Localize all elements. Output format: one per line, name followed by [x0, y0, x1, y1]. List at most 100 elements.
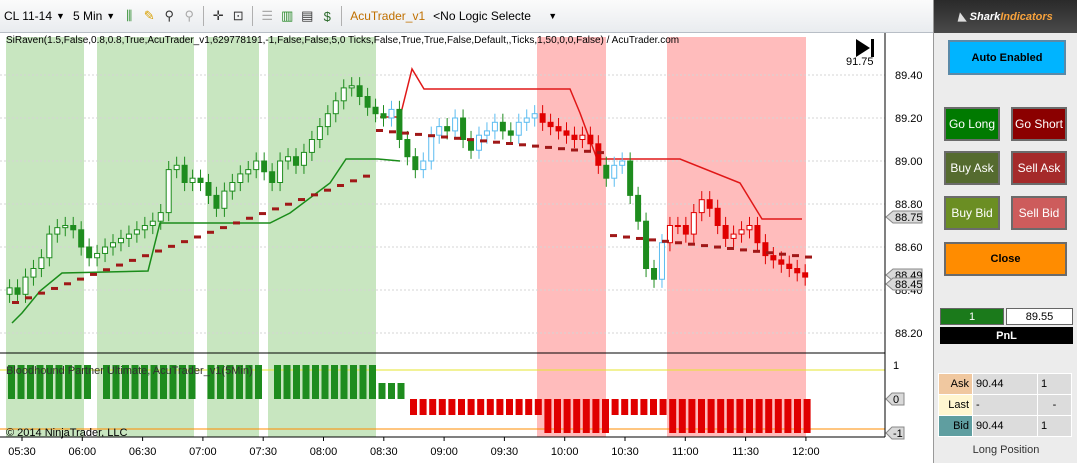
remove-drawings-icon[interactable]: ⚲ — [184, 8, 194, 23]
trail-marker — [311, 193, 318, 197]
go-long-button[interactable]: Go Long — [944, 107, 1000, 141]
drawing-pencil-icon[interactable]: ✎ — [143, 8, 155, 23]
time-tick: 06:30 — [129, 446, 157, 458]
signal-bar-long — [331, 365, 338, 399]
trail-marker — [363, 174, 370, 178]
price-chart[interactable]: 89.4089.2089.0088.8088.6088.4088.2088.75… — [0, 33, 933, 463]
trail-marker — [532, 144, 539, 148]
candle-body — [595, 143, 602, 166]
candle-body — [603, 164, 610, 179]
trail-marker — [337, 184, 344, 187]
candle-body — [285, 156, 292, 162]
candle-body — [714, 207, 721, 227]
candle-body — [746, 225, 753, 231]
candle-body — [762, 242, 769, 257]
instrument-selector[interactable]: CL 11-14 ▼ — [0, 5, 69, 27]
strategies-icon[interactable]: ▤ — [301, 8, 314, 23]
signal-bar-long — [74, 365, 82, 399]
signal-bar-long — [131, 365, 139, 399]
trail-marker — [77, 277, 84, 281]
signal-bar-short — [630, 399, 638, 415]
candle-body — [611, 164, 618, 179]
candle-body — [86, 246, 93, 259]
properties-icon[interactable]: ☰ — [261, 8, 274, 23]
signal-bar-short — [621, 399, 629, 415]
candle-body — [221, 190, 228, 209]
candle-body — [531, 113, 538, 119]
signal-bar-long — [188, 365, 196, 399]
interval-selector[interactable]: 5 Min ▼ — [69, 5, 119, 27]
candle-body — [70, 225, 77, 231]
signal-bar-long — [122, 365, 129, 399]
candle-body — [499, 121, 506, 132]
trail-marker — [324, 188, 331, 192]
candle-body — [237, 173, 244, 183]
candle-body — [372, 106, 379, 115]
trail-marker — [623, 235, 630, 239]
trail-marker — [129, 258, 136, 262]
trail-marker — [12, 301, 19, 304]
go-short-button[interactable]: Go Short — [1011, 107, 1067, 141]
sell-ask-button[interactable]: Sell Ask — [1011, 151, 1067, 185]
candle-body — [189, 177, 196, 183]
dollar-icon[interactable]: $ — [323, 8, 331, 24]
candle-body — [173, 164, 180, 171]
signal-bar-long — [141, 365, 148, 399]
signal-bar-short — [515, 399, 523, 415]
buy-bid-button[interactable]: Buy Bid — [944, 196, 1000, 230]
candle-body — [770, 255, 777, 261]
trail-marker — [25, 296, 32, 300]
signal-bar-short — [419, 399, 427, 415]
candle-body — [706, 199, 713, 209]
candle-body — [6, 287, 13, 295]
trail-marker — [792, 254, 799, 258]
signal-bar-long — [378, 383, 386, 399]
signal-bar-short — [467, 399, 475, 415]
shark-panel: ◣ Shark Indicators Auto Enabled Go Long G… — [933, 0, 1077, 463]
trail-marker — [142, 254, 149, 258]
bar-type-icon[interactable]: ⫼ — [126, 8, 133, 23]
crosshair-icon[interactable]: ✛ — [212, 8, 224, 23]
sell-bid-button[interactable]: Sell Bid — [1011, 196, 1067, 230]
candle-body — [523, 117, 530, 123]
signal-bar-short — [640, 399, 648, 415]
candle-body — [778, 259, 785, 265]
short-stop-line — [380, 67, 802, 220]
price-tick: 88.80 — [895, 199, 923, 211]
toolbar-divider — [203, 6, 205, 26]
time-tick: 11:30 — [732, 446, 759, 458]
ask-price: 90.44 — [972, 373, 1038, 395]
interval-label: 5 Min — [72, 9, 103, 23]
signal-bar-long — [207, 365, 215, 399]
trail-marker — [571, 148, 578, 152]
instrument-label: CL 11-14 — [4, 9, 53, 23]
candle-body — [730, 233, 737, 239]
candle-body — [452, 117, 459, 132]
price-top-value: 91.75 — [846, 56, 874, 68]
level-one-table: Ask 90.44 1 Last - - Bid 90.44 1 — [938, 373, 1072, 437]
indicators-icon[interactable]: ▥ — [281, 8, 294, 23]
candle-body — [30, 268, 37, 278]
candle-body — [292, 156, 299, 166]
signal-bar-long — [397, 383, 405, 399]
candle-body — [157, 212, 164, 222]
candle-body — [651, 268, 658, 280]
magnet-icon[interactable]: ⚲ — [164, 8, 174, 23]
trail-marker — [649, 238, 656, 242]
trail-marker — [467, 138, 474, 142]
strategy-label[interactable]: AcuTrader_v1 — [350, 9, 426, 23]
signal-bar-long — [340, 365, 348, 399]
signal-bar-long — [169, 365, 177, 399]
signal-bar-long — [55, 365, 63, 399]
signal-bar-short — [554, 399, 561, 433]
signal-bar-short — [582, 399, 590, 433]
shark-logo-icon: ◣ — [958, 11, 967, 23]
signal-bar-long — [369, 365, 376, 399]
zoom-icon[interactable]: ⊡ — [232, 8, 244, 23]
close-button[interactable]: Close — [944, 242, 1067, 276]
svg-text:1: 1 — [893, 360, 899, 372]
auto-enabled-button[interactable]: Auto Enabled — [948, 40, 1066, 75]
scroll-to-end-icon[interactable] — [856, 39, 874, 57]
buy-ask-button[interactable]: Buy Ask — [944, 151, 1000, 185]
logic-selector[interactable]: <No Logic Selecte ▼ — [429, 5, 561, 27]
